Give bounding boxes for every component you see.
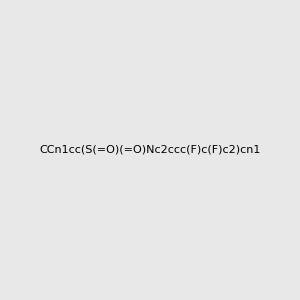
Text: CCn1cc(S(=O)(=O)Nc2ccc(F)c(F)c2)cn1: CCn1cc(S(=O)(=O)Nc2ccc(F)c(F)c2)cn1 — [39, 145, 261, 155]
